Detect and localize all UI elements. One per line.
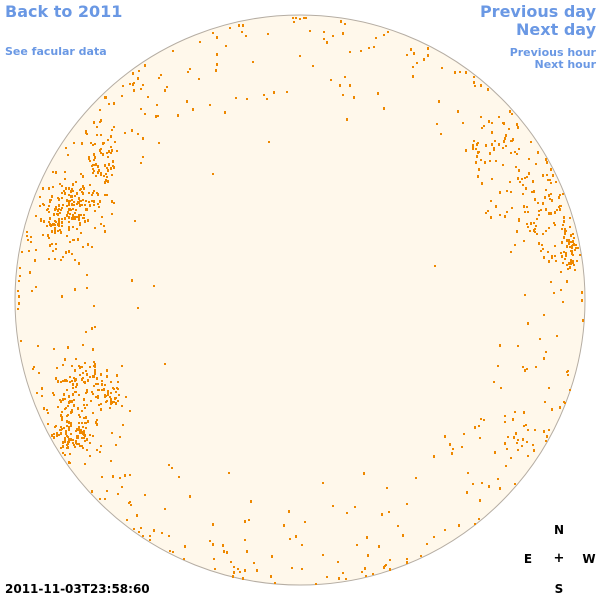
- solar-disk: [14, 14, 586, 586]
- observation-timestamp: 2011-11-03T23:58:60: [5, 582, 150, 596]
- compass-south-label: S: [554, 582, 564, 596]
- previous-day-link[interactable]: Previous day: [479, 2, 596, 21]
- facular-data-link[interactable]: See facular data: [5, 45, 107, 58]
- back-to-year-link[interactable]: Back to 2011: [5, 2, 123, 21]
- compass-center-cross-icon: +: [553, 551, 565, 566]
- previous-hour-link[interactable]: Previous hour: [509, 46, 596, 59]
- faculae-layer: [17, 17, 584, 585]
- next-day-link[interactable]: Next day: [516, 20, 596, 39]
- compass-north-label: N: [553, 523, 565, 537]
- next-hour-link[interactable]: Next hour: [534, 58, 597, 71]
- compass-west-label: W: [582, 552, 596, 566]
- compass-east-label: E: [523, 552, 533, 566]
